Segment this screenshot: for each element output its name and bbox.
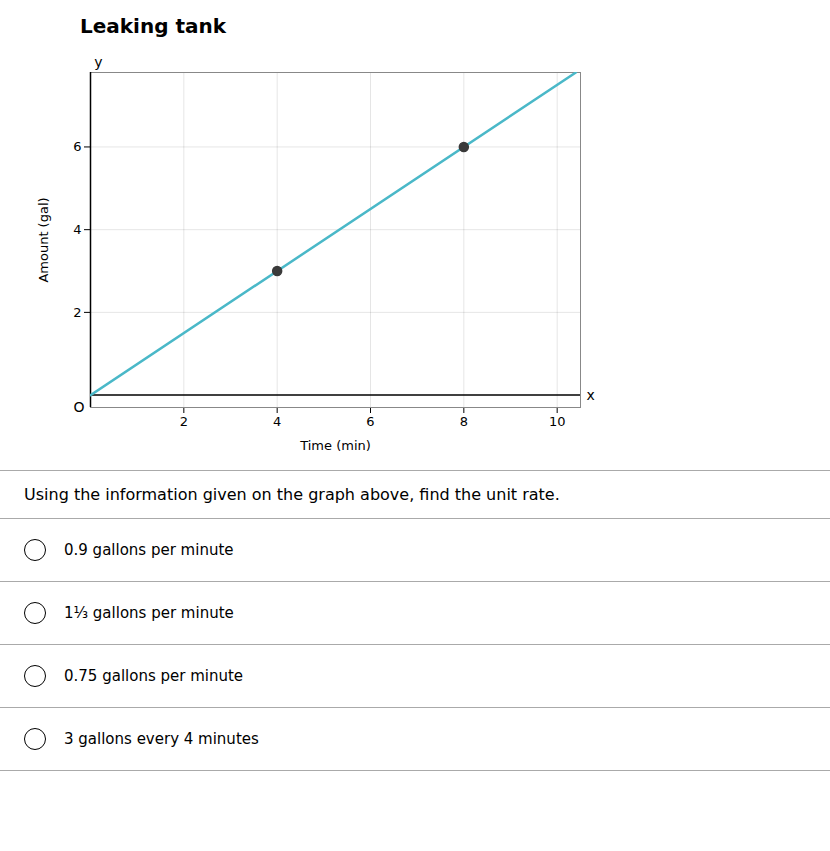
svg-text:4: 4 <box>73 222 81 237</box>
svg-text:O: O <box>73 399 84 415</box>
svg-text:x: x <box>587 387 595 403</box>
html-text:3 gallons every 4 minutes: 3 gallons every 4 minutes <box>64 730 259 748</box>
svg-text:Amount (gal): Amount (gal) <box>36 197 51 282</box>
html-text:0.9 gallons per minute: 0.9 gallons per minute <box>64 541 234 559</box>
svg-text:2: 2 <box>180 414 188 429</box>
svg-text:10: 10 <box>549 414 566 429</box>
html-text:0.75 gallons per minute: 0.75 gallons per minute <box>64 667 244 685</box>
html-text:1⅓ gallons per minute: 1⅓ gallons per minute <box>64 604 234 622</box>
svg-text:Time (min): Time (min) <box>299 438 371 453</box>
svg-text:8: 8 <box>460 414 468 429</box>
svg-text:4: 4 <box>273 414 281 429</box>
svg-text:6: 6 <box>366 414 374 429</box>
svg-text:2: 2 <box>73 305 81 320</box>
html-text:Using the information given on: Using the information given on the graph… <box>24 485 560 504</box>
html-text:Leaking tank: Leaking tank <box>80 14 227 38</box>
svg-text:6: 6 <box>73 139 81 154</box>
svg-text:y: y <box>94 54 102 70</box>
